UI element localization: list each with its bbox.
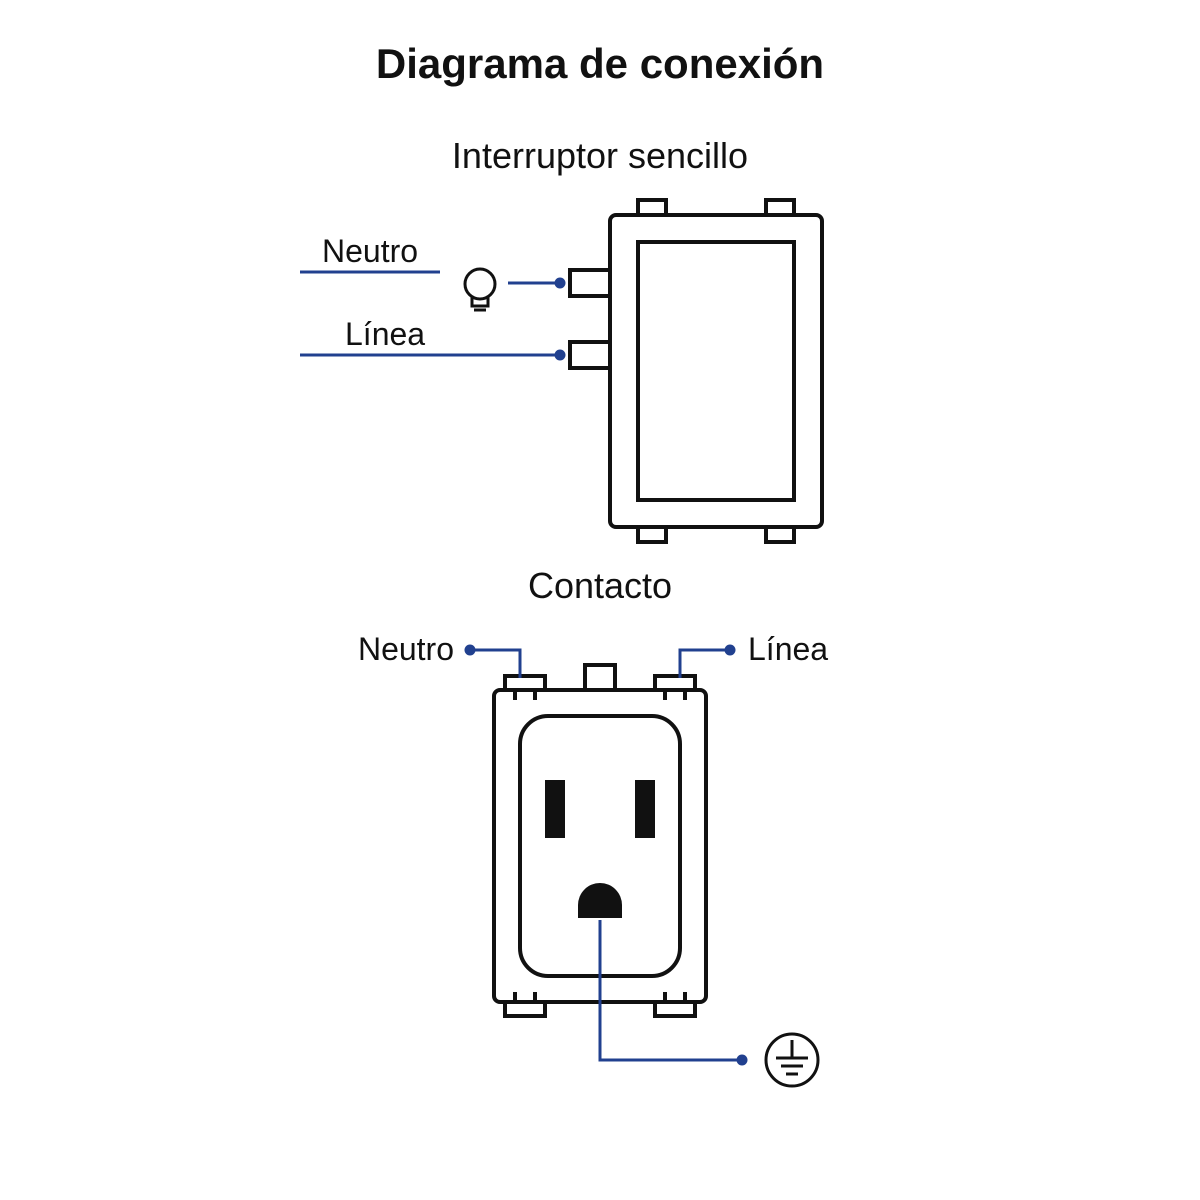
- switch-linea-label: Línea: [345, 316, 425, 352]
- bulb-icon: [465, 269, 495, 310]
- switch-wires: [300, 272, 566, 361]
- diagram-title: Diagrama de conexión: [376, 40, 824, 87]
- outlet-linea-label: Línea: [748, 631, 828, 667]
- switch-neutro-label: Neutro: [322, 233, 418, 269]
- switch-module: [570, 200, 822, 542]
- wiring-diagram: Diagrama de conexión Interruptor sencill…: [0, 0, 1200, 1200]
- outlet-neutro-label: Neutro: [358, 631, 454, 667]
- section2-heading: Contacto: [528, 565, 672, 606]
- section1-heading: Interruptor sencillo: [452, 135, 748, 176]
- ground-icon: [766, 1034, 818, 1086]
